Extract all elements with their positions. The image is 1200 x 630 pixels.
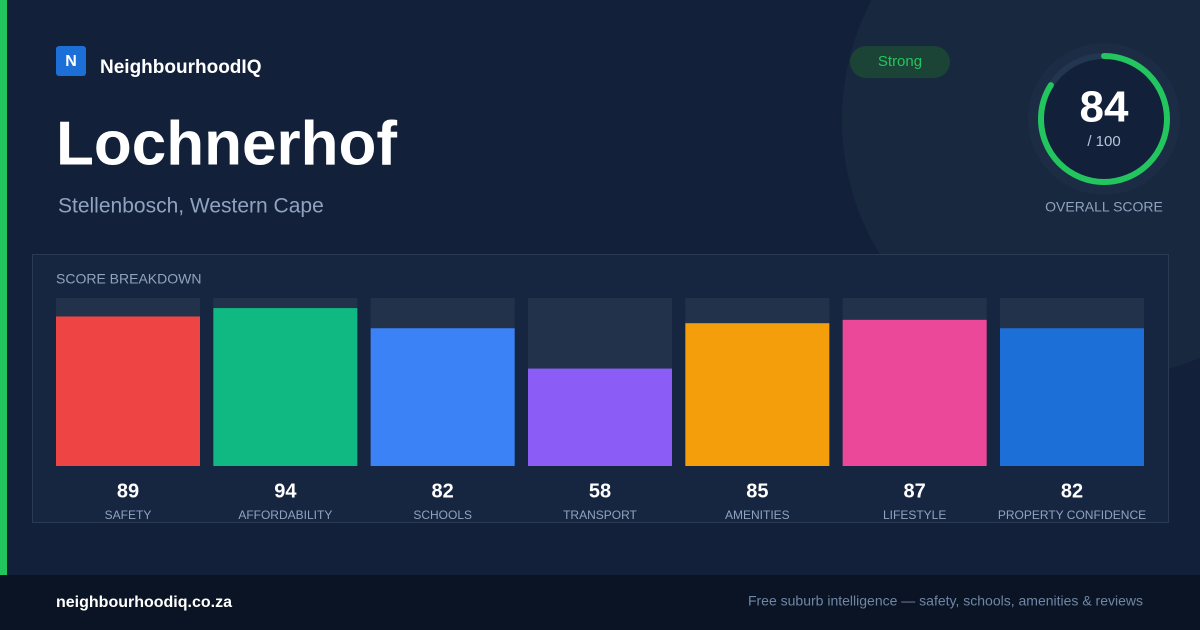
- overall-max: / 100: [1087, 133, 1120, 150]
- footer-tagline: Free suburb intelligence — safety, schoo…: [748, 593, 1143, 609]
- category-label: PROPERTY CONFIDENCE: [998, 508, 1146, 522]
- value-label: 85: [746, 480, 768, 502]
- logo: [56, 46, 86, 76]
- brand-name: NeighbourhoodIQ: [100, 57, 261, 78]
- value-label: 94: [274, 480, 297, 502]
- accent-bar: [0, 0, 7, 575]
- bar: [56, 316, 200, 466]
- value-label: 82: [432, 480, 454, 502]
- category-label: SCHOOLS: [413, 508, 472, 522]
- breakdown-title: SCORE BREAKDOWN: [56, 271, 201, 287]
- bar: [528, 368, 672, 466]
- value-label: 87: [904, 480, 926, 502]
- value-label: 89: [117, 480, 139, 502]
- badge: [850, 46, 950, 78]
- category-label: SAFETY: [105, 508, 152, 522]
- logo-letter: N: [65, 53, 77, 70]
- footer-url: neighbourhoodiq.co.za: [56, 594, 232, 611]
- footer: [0, 575, 1200, 630]
- overall-label: OVERALL SCORE: [1045, 199, 1163, 215]
- bar: [370, 328, 515, 466]
- overall-score: 84: [1080, 83, 1129, 132]
- bar: [685, 323, 830, 466]
- value-label: 82: [1061, 480, 1083, 502]
- category-label: LIFESTYLE: [883, 508, 946, 522]
- bar: [842, 319, 987, 466]
- value-label: 58: [589, 480, 611, 502]
- score-ring: [1038, 53, 1170, 185]
- bar: [1000, 328, 1144, 466]
- category-label: AMENITIES: [725, 508, 790, 522]
- subtitle: Stellenbosch, Western Cape: [58, 195, 324, 218]
- bar: [213, 308, 358, 466]
- title: Lochnerhof: [56, 109, 397, 178]
- category-label: TRANSPORT: [563, 508, 637, 522]
- badge-text: Strong: [878, 53, 922, 70]
- category-label: AFFORDABILITY: [238, 508, 332, 522]
